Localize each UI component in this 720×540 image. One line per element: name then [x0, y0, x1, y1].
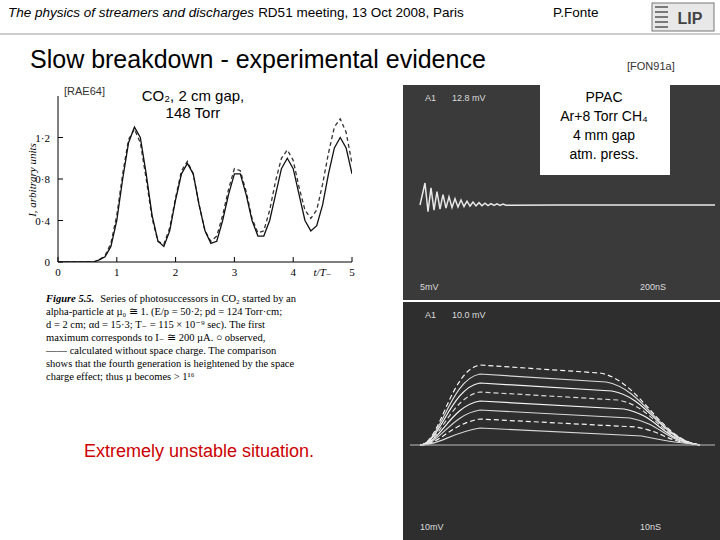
note: Extremely unstable situation.: [84, 441, 314, 461]
caption-line: maximum corresponds to I₋ ≅ 200 µA. ○ ob…: [46, 332, 265, 343]
scope-top: PPAC Ar+8 Torr CH₄ 4 mm gap atm. press. A1 12…: [403, 85, 720, 300]
header-text: The physics of streamers and discharges R…: [8, 5, 464, 20]
scope-trace: [420, 428, 700, 445]
caption-line: charge effect; thus µ becomes > 1¹⁶: [46, 371, 195, 382]
scope-baseline: [410, 445, 715, 446]
annotation: CO₂, 2 cm gap,: [142, 87, 245, 104]
scope-label: 4 mm gap: [573, 127, 635, 143]
header-title: The physics of streamers and discharges: [8, 5, 254, 20]
x-tick-label: 3: [232, 266, 238, 278]
author: P.Fonte: [553, 5, 599, 20]
x-tick: [234, 257, 235, 262]
logo-stripe: [655, 6, 668, 8]
x-tick: [293, 257, 294, 262]
scope-trace: [420, 419, 700, 445]
x-tick-label: 2: [173, 266, 179, 278]
slide-title: Slow breakdown - experimental evidence: [30, 45, 486, 73]
logo-box: [652, 3, 714, 31]
chart: 00·40·81·2012345t/T₋I, arbitrary unitsCO…: [26, 84, 355, 278]
series-line: [58, 127, 352, 262]
logo-stripe: [655, 11, 668, 13]
scope-trace: [420, 392, 700, 445]
logo-stripe: [655, 26, 668, 28]
scope-trace: [420, 365, 700, 445]
annotation: 148 Torr: [166, 104, 221, 121]
reference: [FON91a]: [627, 60, 675, 72]
y-tick-label: 0: [45, 256, 51, 268]
scope-readout: 5mV: [420, 282, 439, 292]
y-tick-label: 1·2: [35, 132, 50, 144]
x-tick: [352, 257, 353, 262]
caption-line: Figure 5.5. Series of photosuccessors in …: [45, 293, 297, 304]
logo-text: LIP: [678, 10, 703, 27]
x-axis-label: t/T₋: [314, 266, 332, 278]
scope-trace: [420, 183, 715, 212]
scope-label: atm. press.: [569, 146, 638, 162]
reference: [RAE64]: [64, 85, 105, 97]
caption-line: shows that the fourth generation is heig…: [46, 358, 294, 369]
header-rule: [0, 34, 720, 35]
logo-stripe: [655, 21, 668, 23]
scope-readout: 200nS: [640, 282, 666, 292]
scope-readout: 10mV: [420, 522, 444, 532]
caption: Figure 5.5. Series of photosuccessors in …: [45, 293, 297, 382]
caption-text: Series of photosuccessors in CO₂ started…: [100, 293, 297, 304]
x-tick: [58, 257, 59, 262]
scope-photo: [403, 302, 720, 540]
logo: LIP: [652, 3, 714, 31]
series-line: [58, 119, 352, 262]
scope-trace: [420, 410, 700, 445]
slide: The physics of streamers and discharges R…: [0, 0, 720, 540]
scope-label-box: [540, 85, 670, 175]
scope-trace: [420, 401, 700, 445]
scope-readout: 12.8 mV: [452, 93, 486, 103]
x-tick-label: 4: [290, 266, 296, 278]
caption-line: d = 2 cm; αd = 15·3; T₋ = 115 × 10⁻⁹ sec…: [46, 319, 265, 331]
caption-line: —— calculated without space charge. The …: [45, 345, 277, 356]
x-tick-label: 5: [349, 266, 355, 278]
scope-label: PPAC: [585, 89, 622, 105]
scope-trace: [420, 374, 700, 445]
scope-photo: [403, 85, 720, 300]
plot-area: [58, 119, 352, 262]
scope-readout: 10nS: [640, 522, 661, 532]
header-meeting: RD51 meeting, 13 Oct 2008, Paris: [258, 5, 464, 20]
caption-figure: Figure 5.5.: [45, 293, 94, 304]
x-tick-label: 1: [114, 266, 120, 278]
x-axis: [58, 262, 352, 263]
x-tick: [175, 257, 176, 262]
y-tick: [58, 179, 63, 180]
x-tick: [116, 257, 117, 262]
logo-stripe: [655, 16, 668, 18]
x-tick-label: 0: [55, 266, 61, 278]
scope-readout: A1: [425, 93, 436, 103]
scope-readout: 10.0 mV: [452, 310, 486, 320]
y-tick: [58, 137, 63, 138]
caption-line: alpha-particle at µ₀ ≅ 1. (E/p = 50·2; p…: [46, 306, 282, 318]
scope-trace: [420, 383, 700, 445]
y-tick: [58, 220, 63, 221]
scope-label: Ar+8 Torr CH₄: [560, 108, 648, 124]
annotation-box: [120, 84, 266, 124]
scope-bottom: A1 10.0 mV 10mV 10nS: [403, 302, 720, 540]
y-axis-label: I, arbitrary units: [26, 143, 38, 218]
scope-readout: A1: [425, 310, 436, 320]
